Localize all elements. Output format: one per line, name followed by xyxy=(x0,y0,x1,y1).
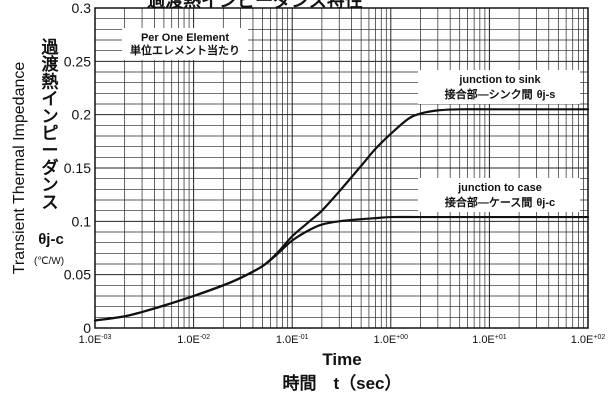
series-label-case-en: junction to case xyxy=(457,182,542,194)
series-label-sink-symbol: θj-s xyxy=(537,89,556,101)
y-tick-label: 0.3 xyxy=(72,0,92,16)
x-tick-labels: 1.0E-03 1.0E-02 1.0E-01 1.0E+00 1.0E+01 1.0E+… xyxy=(79,334,606,346)
annotation-box xyxy=(122,28,248,60)
x-tick-label: 1.0E-02 xyxy=(177,334,210,346)
chart-title: 過渡熱インピーダンス特性 xyxy=(147,0,363,11)
y-axis-symbol: θj-c xyxy=(38,231,64,248)
x-axis-title-jp: 時間 t（sec） xyxy=(282,373,401,393)
y-tick-label: 0.15 xyxy=(64,160,91,176)
x-axis-title-en: Time xyxy=(322,350,361,369)
series-label-sink-en: junction to sink xyxy=(458,74,541,86)
annotation-line1: Per One Element xyxy=(141,32,229,44)
series-label-case-jp: 接合部—ケース間 θj-c xyxy=(445,195,555,209)
series-group xyxy=(93,108,590,322)
plot-frame xyxy=(94,7,589,329)
x-tick-label: 1.0E-03 xyxy=(79,334,112,346)
y-tick-label: 0.1 xyxy=(72,213,92,229)
series-label-box-case xyxy=(418,178,580,212)
y-axis-unit: (℃/W) xyxy=(34,256,64,267)
series-label-box-sink xyxy=(418,70,580,104)
series-label-case-jp-text: 接合部—ケース間 xyxy=(445,195,532,209)
x-tick-label: 1.0E+01 xyxy=(472,334,507,346)
x-tick-label: 1.0E+00 xyxy=(374,334,409,346)
series-label-case-symbol: θj-c xyxy=(536,197,555,209)
annotation-line2: 単位エレメント当たり xyxy=(130,43,240,57)
y-axis-title-jp: 過渡熱インピーダンス xyxy=(42,38,60,212)
y-tick-labels: 0 0.05 0.1 0.15 0.2 0.25 0.3 xyxy=(64,0,91,336)
y-tick-label: 0.2 xyxy=(72,107,92,123)
series-label-sink-jp-text: 接合部—シンク間 xyxy=(445,87,533,101)
y-axis-title-en: Transient Thermal Impedance xyxy=(11,62,28,275)
x-tick-label: 1.0E-01 xyxy=(276,334,309,346)
x-tick-label: 1.0E+02 xyxy=(571,334,606,346)
series-label-sink-jp: 接合部—シンク間 θj-s xyxy=(445,87,556,101)
y-tick-label: 0.05 xyxy=(64,267,91,283)
series-line-junction-to-case xyxy=(93,215,590,322)
y-tick-label: 0.25 xyxy=(64,53,91,69)
y-tick-label: 0 xyxy=(83,320,91,336)
